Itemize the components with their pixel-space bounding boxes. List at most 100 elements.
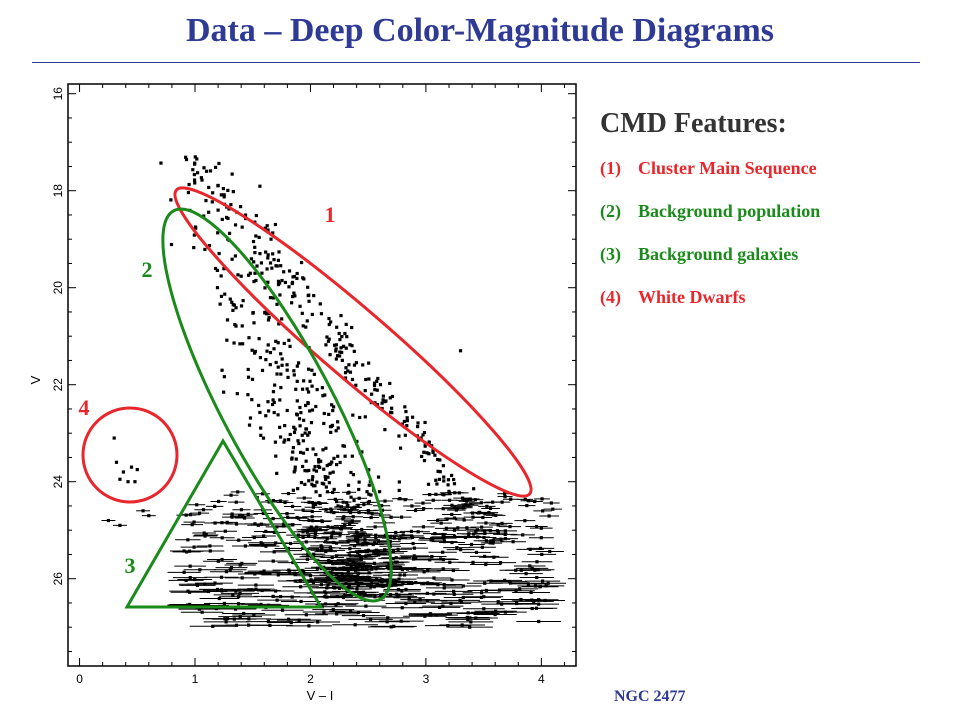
star-point	[254, 213, 258, 218]
star-point	[302, 418, 306, 422]
star-point	[344, 366, 348, 370]
star-point	[265, 224, 269, 228]
star-point	[220, 368, 224, 372]
star-point	[251, 239, 256, 244]
star-point	[397, 488, 401, 493]
star-point	[246, 273, 251, 277]
star-point	[367, 483, 371, 487]
star-point	[268, 350, 273, 355]
star-point	[361, 363, 365, 367]
star-point	[219, 274, 223, 278]
x-tick-label: 3	[423, 672, 430, 686]
star-point	[263, 286, 267, 290]
star-point	[278, 425, 282, 429]
star-point	[337, 331, 341, 336]
star-point	[192, 233, 196, 237]
star-point	[195, 157, 199, 161]
star-point	[307, 293, 311, 297]
star-point	[276, 282, 281, 287]
star-point	[422, 459, 427, 463]
star-point	[313, 484, 317, 488]
star-point	[222, 390, 226, 394]
star-point	[296, 487, 300, 491]
star-point	[277, 250, 281, 254]
star-point	[388, 396, 392, 400]
star-point	[403, 405, 407, 409]
star-point	[222, 267, 226, 271]
star-point	[253, 349, 257, 354]
star-point	[343, 454, 347, 458]
star-point	[309, 421, 314, 425]
star-point	[210, 200, 214, 204]
star-point	[340, 350, 344, 355]
star-point	[435, 457, 440, 462]
star-point	[235, 392, 239, 396]
star-point	[405, 424, 409, 428]
star-point	[295, 379, 299, 383]
star-point	[358, 415, 362, 420]
star-point	[345, 501, 349, 505]
star-point	[297, 442, 301, 446]
feature-number: (2)	[600, 201, 621, 221]
star-point	[272, 400, 276, 405]
star-point	[341, 344, 346, 348]
star-point	[293, 465, 297, 469]
star-point	[416, 425, 420, 429]
star-point	[225, 338, 229, 342]
star-point	[273, 383, 277, 387]
star-point	[253, 251, 257, 255]
star-point	[192, 172, 196, 177]
star-point	[298, 424, 302, 428]
region-1-label: 1	[325, 202, 336, 227]
star-point	[231, 190, 235, 194]
star-point	[307, 431, 311, 435]
star-point	[426, 482, 431, 486]
feature-item-4: (4) White Dwarfs	[600, 287, 940, 308]
star-point	[375, 379, 379, 383]
star-point	[293, 427, 297, 431]
star-point	[264, 414, 268, 418]
star-point	[243, 213, 248, 217]
cmd-features-legend: CMD Features: (1) Cluster Main Sequence …	[600, 108, 940, 330]
star-point	[328, 471, 332, 475]
legend-title: CMD Features:	[600, 108, 787, 139]
star-point	[296, 439, 300, 443]
star-point	[291, 275, 295, 279]
star-point	[273, 222, 278, 227]
region-2-ellipse	[161, 207, 393, 603]
star-point	[327, 322, 331, 327]
star-point	[324, 343, 328, 347]
star-point	[276, 341, 280, 345]
y-tick-label: 18	[51, 184, 65, 198]
star-point	[378, 490, 382, 494]
star-point	[291, 450, 295, 454]
star-point	[325, 463, 329, 468]
star-point	[282, 440, 286, 444]
star-point	[344, 346, 348, 350]
star-point	[278, 435, 283, 439]
star-point	[294, 387, 298, 391]
star-point	[259, 433, 263, 437]
feature-number: (1)	[600, 158, 621, 178]
star-point	[250, 377, 255, 381]
star-point	[305, 469, 309, 473]
star-point	[301, 324, 305, 328]
star-point	[283, 280, 288, 285]
star-point	[292, 373, 296, 377]
star-point	[159, 161, 163, 165]
star-point	[335, 354, 340, 358]
star-point	[263, 311, 267, 315]
star-point	[239, 274, 243, 278]
star-point	[336, 426, 340, 430]
star-point	[397, 480, 401, 484]
star-point	[266, 409, 271, 413]
star-point	[260, 271, 264, 275]
star-point	[203, 247, 207, 252]
star-point	[266, 256, 270, 260]
star-point	[226, 188, 230, 193]
star-point	[314, 469, 319, 473]
star-point	[318, 493, 322, 498]
star-point	[302, 379, 306, 383]
star-point	[286, 375, 290, 380]
star-point	[312, 294, 316, 298]
